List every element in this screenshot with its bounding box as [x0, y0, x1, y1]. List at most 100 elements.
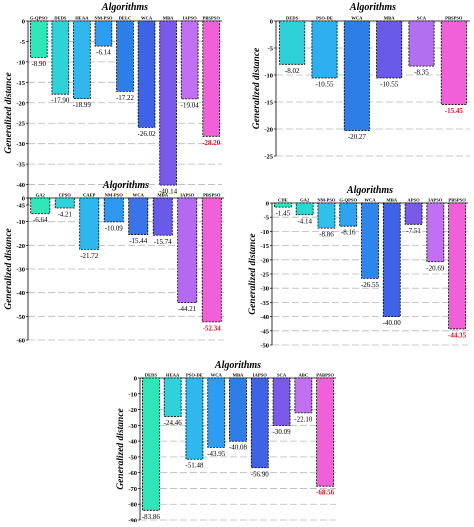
category-label: SCA [417, 16, 427, 21]
data-label: -8.02 [285, 67, 300, 75]
y-tick-label: 0 [22, 19, 25, 26]
data-label: -4.14 [297, 217, 312, 225]
data-label: -30.09 [273, 428, 292, 436]
bar [116, 20, 134, 92]
y-tick-label: -20 [260, 257, 269, 264]
data-label: -4.21 [57, 210, 72, 218]
y-tick-label: -40 [16, 290, 25, 297]
data-label: -17.22 [116, 94, 135, 102]
bar [201, 197, 222, 323]
y-tick-label: -45 [16, 203, 25, 210]
y-tick-label: -40 [260, 314, 269, 321]
bar [54, 197, 75, 209]
bar [79, 197, 100, 250]
category-label: GA2 [300, 198, 310, 203]
y-tick-label: -25 [264, 154, 273, 161]
category-label: PSO-DE [186, 373, 203, 378]
y-tick-label: -30 [260, 286, 269, 293]
y-axis-title: Generalized distance [4, 71, 14, 153]
category-label: G-QPSO [30, 16, 48, 21]
bar [404, 202, 423, 225]
y-tick-label: -35 [16, 162, 25, 169]
data-label: -10.55 [315, 80, 334, 88]
y-axis-title: Generalized distance [4, 227, 14, 309]
data-label: -51.48 [185, 462, 204, 470]
bar [30, 197, 51, 215]
chart-panel-2: Algorithms 0 -5 -10 -15 -20 -25 Generalized dis… [252, 2, 470, 161]
bar [273, 202, 292, 208]
bar [128, 197, 149, 235]
bar [361, 202, 379, 279]
data-label: -15.74 [154, 238, 173, 246]
bar [207, 377, 226, 448]
y-tick-label: -60 [128, 470, 137, 477]
chart-panel-5: Algorithms 0 -10 -20 -30 -40 -50 -60 -70 -80 -90 Ge… [116, 360, 336, 525]
category-label: PBSPSO [203, 16, 221, 21]
data-label: -26.02 [138, 130, 157, 138]
category-label: PABPSO [316, 373, 334, 378]
bar [272, 377, 291, 426]
y-tick-label: -5 [268, 46, 274, 53]
y-axis-title: Generalized distance [252, 47, 262, 129]
data-label: -8.86 [319, 231, 334, 239]
bar [339, 202, 358, 227]
y-tick-label: -5 [20, 39, 26, 46]
chart-panel-4: Algorithms 0 -5 -10 -15 -20 -25 -30 -35 -40 -45 -50… [248, 185, 468, 350]
y-tick-label: -50 [128, 454, 137, 461]
category-label: MBA [386, 198, 397, 203]
y-tick-label: -40 [16, 182, 25, 189]
data-label: -8.16 [341, 229, 356, 237]
y-tick-label: 0 [270, 19, 273, 26]
data-label: -6.64 [33, 216, 48, 224]
bar [94, 20, 113, 47]
chart-panel-3: Algorithms 0 -10 -20 -30 -40 -50 -60 Generalized… [4, 180, 224, 345]
bar [343, 20, 370, 131]
category-label: IAPSO [253, 373, 267, 378]
bar [448, 202, 467, 330]
y-tick-label: -20 [128, 407, 137, 414]
bar [29, 20, 48, 58]
category-label: DEDS [145, 373, 158, 378]
y-axis-title: Generalized distance [116, 407, 126, 489]
data-label: -40.08 [229, 444, 248, 452]
y-tick-label: -25 [260, 272, 269, 279]
data-label: -1.45 [276, 210, 291, 218]
bar [316, 377, 335, 487]
bar [159, 20, 177, 186]
bar [73, 20, 91, 100]
category-label: WCA [133, 193, 145, 198]
data-label: -21.72 [80, 252, 99, 260]
data-label: -24.46 [164, 419, 183, 427]
bar [141, 377, 160, 511]
category-label: WCA [141, 16, 153, 21]
category-label: HEAA [166, 373, 180, 378]
y-tick-label: -40 [128, 439, 137, 446]
y-tick-label: -35 [260, 300, 269, 307]
category-label: CDE [278, 198, 288, 203]
chart-title: Algorithms [214, 360, 261, 371]
bar [163, 377, 182, 417]
y-tick-label: -20 [16, 100, 25, 107]
category-label: APSO [407, 198, 420, 203]
data-label: -22.10 [294, 415, 313, 423]
y-tick-label: -15 [260, 243, 269, 250]
bar [152, 197, 173, 236]
category-label: MBA [384, 16, 395, 21]
category-label: NM-PSO [94, 16, 113, 21]
bar [295, 202, 314, 216]
data-label: -15.45 [445, 107, 464, 115]
data-label: -44.21 [178, 305, 197, 313]
data-label: -17.90 [51, 97, 70, 105]
bar [408, 20, 435, 67]
data-label: -7.51 [406, 227, 421, 235]
y-tick-label: -30 [16, 141, 25, 148]
bar [185, 377, 204, 460]
bar [202, 20, 221, 137]
y-tick-label: -15 [264, 100, 273, 107]
y-tick-label: 0 [22, 196, 25, 203]
category-label: G-QPSO [339, 198, 357, 203]
data-label: -18.99 [73, 101, 92, 109]
y-tick-label: -30 [128, 423, 137, 430]
category-label: DELC [119, 16, 132, 21]
